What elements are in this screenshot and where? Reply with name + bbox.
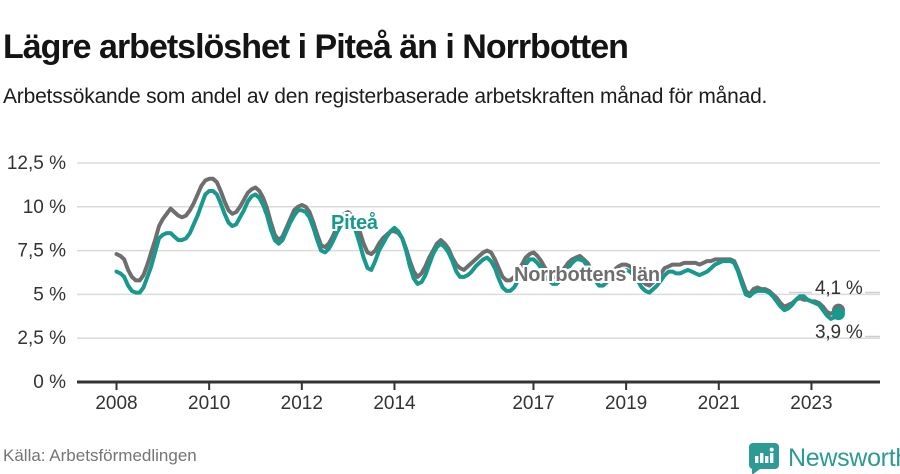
series-line-pitea bbox=[114, 189, 841, 321]
x-tick-label: 2023 bbox=[790, 393, 832, 414]
y-tick-label: 0 % bbox=[33, 372, 66, 393]
y-tick-label: 2,5 % bbox=[17, 328, 66, 349]
y-tick-label: 10 % bbox=[23, 197, 66, 218]
end-dot-pitea bbox=[831, 307, 845, 321]
x-tick-label: 2014 bbox=[373, 393, 416, 414]
series-label-norrbotten: Norrbottens län bbox=[514, 264, 660, 286]
newsworthy-icon bbox=[749, 443, 779, 474]
x-tick-label: 2012 bbox=[281, 393, 323, 414]
source-note: Källa: Arbetsförmedlingen bbox=[3, 446, 197, 465]
chart-subtitle: Arbetssökande som andel av den registerb… bbox=[3, 85, 768, 108]
y-tick-label: 12,5 % bbox=[7, 153, 66, 174]
x-tick-label: 2008 bbox=[95, 393, 137, 414]
brand-name: Newsworthy bbox=[788, 443, 900, 472]
x-tick-label: 2019 bbox=[605, 393, 647, 414]
chart-title: Lägre arbetslöshet i Piteå än i Norrbott… bbox=[3, 27, 629, 66]
series-label-pitea: Piteå bbox=[331, 212, 378, 234]
y-tick-label: 5 % bbox=[33, 284, 66, 305]
brand-logo: Newsworthy bbox=[746, 441, 900, 474]
x-tick-label: 2021 bbox=[698, 393, 740, 414]
y-tick-label: 7,5 % bbox=[17, 241, 66, 262]
series-line-norrbotten bbox=[114, 176, 841, 316]
end-value-label-norrbotten: 4,1 % bbox=[815, 278, 863, 299]
x-tick-label: 2017 bbox=[512, 393, 554, 414]
x-tick-label: 2010 bbox=[188, 393, 230, 414]
end-value-label-pitea: 3,9 % bbox=[815, 322, 863, 343]
